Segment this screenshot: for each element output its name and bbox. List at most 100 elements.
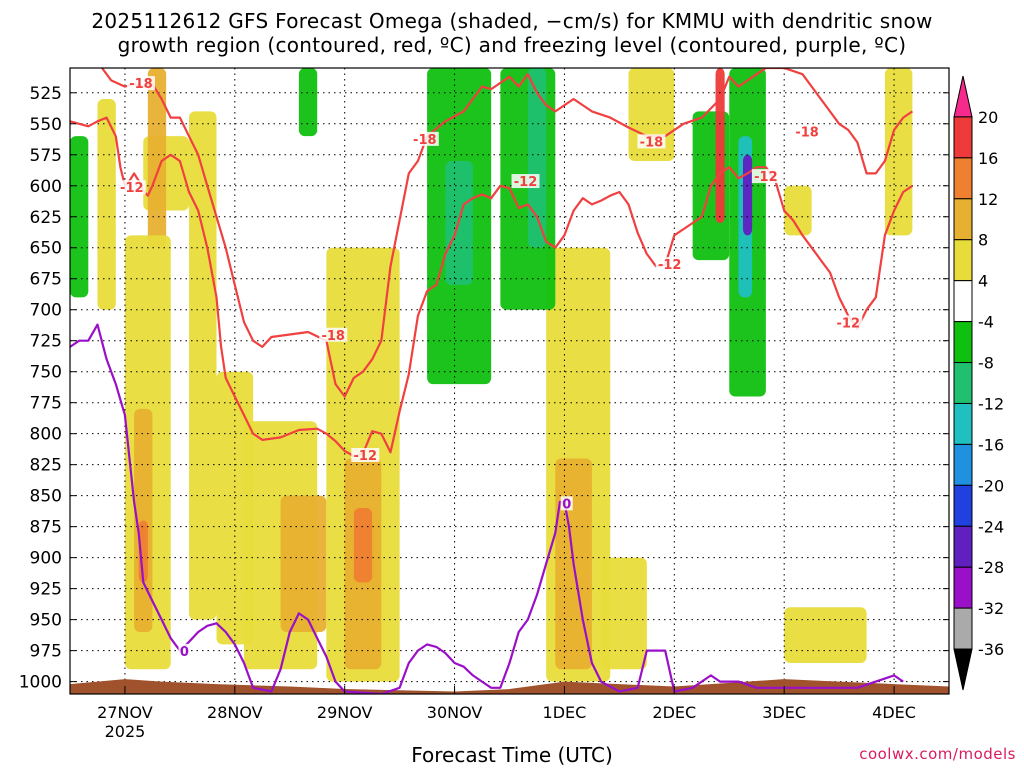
y-tick-label: 925 <box>30 580 62 600</box>
contour-label: -18 <box>795 125 819 140</box>
chart-title-line-1: 2025112612 GFS Forecast Omega (shaded, −… <box>91 9 933 33</box>
contour-label-bg <box>560 496 573 511</box>
colorbar-label: -28 <box>978 558 1004 577</box>
x-tick-label: 1DEC <box>543 703 587 722</box>
y-tick-label: 725 <box>30 332 62 352</box>
terrain-area <box>70 679 949 694</box>
shading-cell <box>527 68 547 248</box>
colorbar-label: 4 <box>978 272 988 291</box>
shading-cell <box>280 495 327 633</box>
colorbar-bottom-triangle <box>953 648 973 691</box>
contour-label: -12 <box>658 258 682 273</box>
contour-label: -12 <box>120 181 144 196</box>
colorbar: 20 16 12 8 4 -4 -8 -12 -16 -20 -24 -28 -32 -36 <box>953 75 1004 691</box>
y-tick-label: 1000 <box>19 673 62 693</box>
contour-label: -12 <box>354 449 378 464</box>
y-tick-label: 875 <box>30 518 62 538</box>
y-tick-label: 700 <box>30 301 62 321</box>
contour-label-bg <box>178 643 191 658</box>
plot-frame <box>69 67 950 695</box>
y-tick-label: 525 <box>30 84 62 104</box>
y-tick-label: 675 <box>30 270 62 290</box>
contour-label: -18 <box>640 135 664 150</box>
colorbar-label: -8 <box>978 354 994 373</box>
x-tick-label: 29NOV <box>317 703 373 722</box>
x-tick-label: 28NOV <box>207 703 263 722</box>
y-tick-label: 750 <box>30 363 62 383</box>
x-tick-label: 2DEC <box>652 703 696 722</box>
colorbar-segment <box>953 607 973 650</box>
contour-label: -12 <box>754 170 778 185</box>
colorbar-segment <box>953 116 973 159</box>
y-tick-label: 800 <box>30 425 62 445</box>
chart-title-line-2: growth region (contoured, red, ºC) and f… <box>117 33 907 57</box>
shading-cell <box>298 68 318 137</box>
colorbar-segment <box>953 239 973 282</box>
shading-cell <box>715 68 725 223</box>
colorbar-label: -12 <box>978 394 1004 413</box>
colorbar-segment <box>953 443 973 486</box>
shading-cell <box>601 557 647 670</box>
x-tick-label: 4DEC <box>872 703 916 722</box>
x-tick-label: 27NOV <box>97 703 153 722</box>
contour-label: -18 <box>129 77 153 92</box>
colorbar-label: -24 <box>978 517 1004 536</box>
colorbar-label: -4 <box>978 313 994 332</box>
colorbar-segment <box>953 484 973 527</box>
x-tick-sublabel: 2025 <box>105 722 146 741</box>
contour-label-bg <box>117 180 146 195</box>
terrain <box>70 679 949 694</box>
contour-label: 0 <box>562 497 571 512</box>
x-tick-label: 30NOV <box>427 703 483 722</box>
shading-cell <box>742 154 753 236</box>
contour-line <box>70 323 904 694</box>
colorbar-label: -36 <box>978 640 1004 659</box>
omega-shading <box>70 68 913 682</box>
colorbar-segment <box>953 321 973 364</box>
y-tick-label: 550 <box>30 115 62 135</box>
shading-cell <box>189 111 217 620</box>
colorbar-segment <box>953 402 973 445</box>
contour-label-bg <box>637 134 666 149</box>
y-tick-label: 850 <box>30 487 62 507</box>
shading-cell <box>784 607 867 664</box>
colorbar-segment <box>953 362 973 404</box>
colorbar-label: 8 <box>978 231 988 250</box>
contour-label-bg <box>126 76 155 91</box>
y-tick-label: 825 <box>30 456 62 476</box>
contour-label-bg <box>410 131 439 146</box>
contour-line <box>101 68 914 398</box>
contour-label: 0 <box>180 645 189 660</box>
y-tick-label: 900 <box>30 549 62 569</box>
colorbar-top-triangle <box>953 75 973 118</box>
contour-label: -12 <box>837 316 861 331</box>
colorbar-segment <box>953 198 973 241</box>
y-tick-label: 575 <box>30 146 62 166</box>
colorbar-label: -20 <box>978 476 1004 495</box>
x-axis-title: Forecast Time (UTC) <box>411 743 613 767</box>
y-tick-label: 975 <box>30 642 62 662</box>
y-axis: 525 550 575 600 625 650 675 700 725 750 775 800 825 8… <box>19 84 949 693</box>
contour-label-bg <box>351 447 380 462</box>
colorbar-label: -16 <box>978 435 1004 454</box>
shading-cell <box>70 136 89 298</box>
colorbar-label: -32 <box>978 599 1004 618</box>
colorbar-segment <box>953 525 973 568</box>
contour-label-bg <box>655 257 684 272</box>
credit-link[interactable]: coolwx.com/models <box>859 745 1016 763</box>
contour-label-bg <box>319 327 348 342</box>
y-tick-label: 650 <box>30 239 62 259</box>
colorbar-segment <box>953 157 973 200</box>
x-tick-label: 3DEC <box>762 703 806 722</box>
colorbar-label: 20 <box>978 108 998 127</box>
contour-label: -18 <box>321 329 345 344</box>
shading-cell <box>784 185 812 236</box>
contour-label-bg <box>511 174 540 189</box>
shading-cell <box>884 68 913 236</box>
y-tick-label: 625 <box>30 208 62 228</box>
colorbar-segment <box>953 280 973 323</box>
shading-cell <box>97 98 116 310</box>
contour-label-bg <box>793 124 822 139</box>
